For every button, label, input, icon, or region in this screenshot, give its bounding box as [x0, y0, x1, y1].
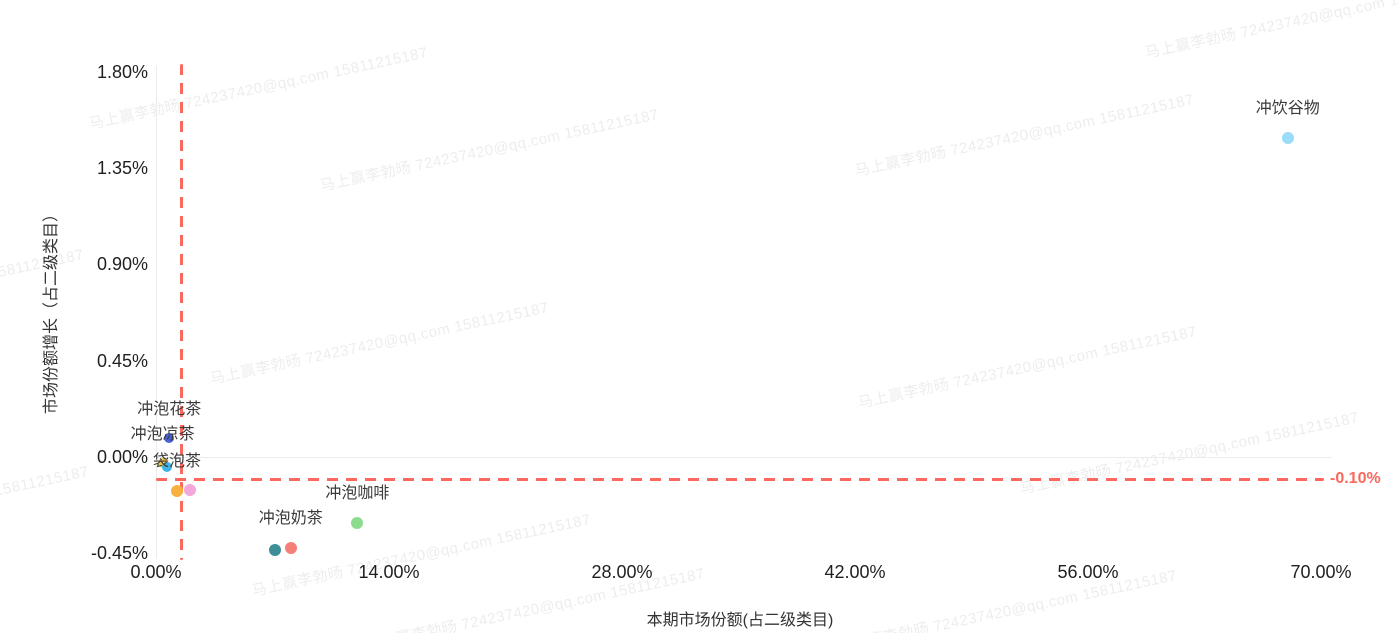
y-axis-tick-label: 1.35% [96, 158, 148, 179]
watermark-text: 马上赢李勃旸 724237420@qq.com 15811215187 [1143, 0, 1398, 62]
scatter-point[interactable] [170, 485, 183, 498]
scatter-point[interactable] [268, 544, 281, 557]
reference-line-value-label: -0.10% [1330, 470, 1381, 488]
scatter-point[interactable] [164, 432, 175, 443]
scatter-point[interactable] [284, 541, 297, 554]
y-axis-tick-label: 0.45% [96, 350, 148, 371]
x-axis-tick-label: 14.00% [358, 562, 420, 582]
scatter-point-label: 冲泡凉茶 [130, 426, 195, 444]
y-axis-tick-label: 0.00% [96, 447, 148, 467]
watermark-text: 马上赢李勃旸 724237420@qq.com 15811215187 [318, 106, 661, 195]
scatter-point-label: 冲泡咖啡 [325, 485, 390, 503]
watermark-text: 马上赢李勃旸 724237420@qq.com 15811215187 [836, 567, 1179, 633]
scatter-point-label: 冲泡花茶 [137, 400, 202, 418]
watermark-text: 马上赢李勃旸 724237420@qq.com 15811215187 [208, 299, 551, 388]
x-axis-title: 本期市场份额(占二级类目) [646, 612, 834, 629]
watermark-text: 马上赢李勃旸 724237420@qq.com 15811215187 [87, 44, 430, 133]
x-axis-tick-label: 70.00% [1290, 562, 1352, 582]
scatter-point-label: 冲泡奶茶 [258, 509, 323, 527]
vertical-reference-line [180, 64, 184, 560]
x-axis-tick-label: 42.00% [824, 562, 886, 582]
watermark-text: 马上赢李勃旸 724237420@qq.com 15811215187 [856, 323, 1199, 412]
scatter-point-label: 袋泡茶 [152, 453, 201, 471]
scatter-point[interactable] [162, 461, 173, 472]
y-axis-tick-label: 1.80% [96, 61, 148, 82]
y-axis-tick-label: 0.90% [96, 254, 148, 275]
x-axis-tick-label: 0.00% [130, 562, 182, 582]
scatter-point[interactable] [184, 484, 197, 497]
watermark-text: 马上赢李勃旸 724237420@qq.com 15811215187 [0, 463, 91, 552]
scatter-point[interactable] [351, 517, 364, 530]
horizontal-reference-line [156, 477, 1324, 481]
y-axis-tick-label: -0.45% [90, 543, 148, 564]
scatter-point[interactable] [1281, 132, 1294, 145]
x-axis-tick-label: 56.00% [1057, 562, 1119, 582]
y-axis-title: 市场份额增长（占二级类目） [43, 205, 60, 415]
x-axis-tick-label: 28.00% [591, 562, 653, 582]
scatter-point-label: 冲饮谷物 [1255, 100, 1320, 118]
y-axis-line [155, 66, 157, 559]
zero-gridline [156, 457, 1332, 458]
watermark-text: 马上赢李勃旸 724237420@qq.com 15811215187 [1018, 409, 1361, 498]
watermark-text: 马上赢李勃旸 724237420@qq.com 15811215187 [853, 91, 1196, 180]
